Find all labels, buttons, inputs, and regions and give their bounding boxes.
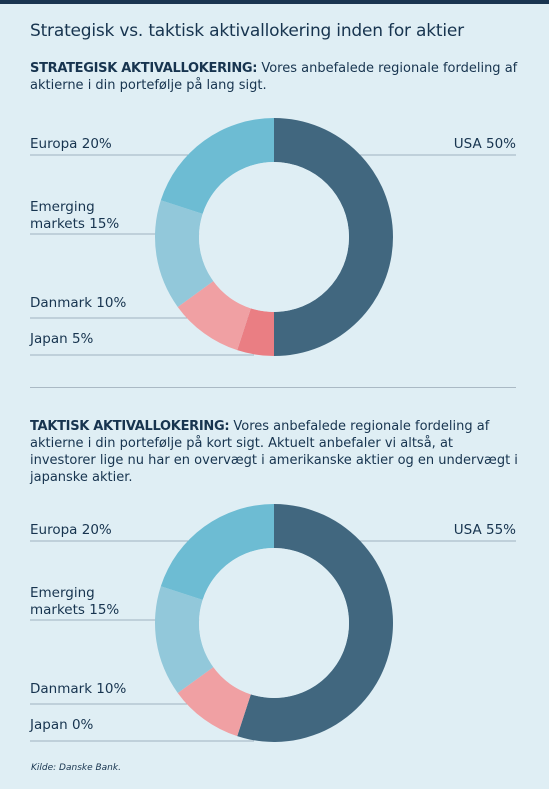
tactical-text: Vores anbefalede regionale fordeling af … (30, 419, 518, 485)
label-japan: Japan 5% (30, 331, 94, 347)
slice-danmark (177, 667, 251, 737)
slice-usa (274, 118, 393, 356)
strategic-intro: STRATEGISK AKTIVALLOKERING: Vores anbefa… (30, 60, 520, 94)
label-emerging-markets: Emerging markets 15% (30, 585, 120, 618)
label-europa: Europa 20% (30, 136, 112, 152)
strategic-donut-chart: USA 50% Japan 5% Danmark 10% Emerging market… (0, 107, 549, 367)
slice-danmark (177, 281, 251, 351)
top-border (0, 0, 549, 4)
label-europa: Europa 20% (30, 522, 112, 538)
donut-hole (199, 548, 349, 698)
label-usa: USA 50% (453, 136, 516, 152)
label-japan: Japan 0% (30, 717, 94, 733)
page-title: Strategisk vs. taktisk aktivallokering i… (30, 21, 464, 41)
label-danmark: Danmark 10% (30, 681, 127, 697)
label-usa: USA 55% (453, 522, 516, 538)
tactical-donut-chart: USA 55% Japan 0% Danmark 10% Emerging market… (0, 493, 549, 753)
tactical-intro: TAKTISK AKTIVALLOKERING: Vores anbefaled… (30, 418, 520, 486)
slice-usa (237, 504, 394, 742)
label-emerging-markets: Emerging markets 15% (30, 199, 120, 232)
bottom-border (0, 789, 549, 793)
label-danmark: Danmark 10% (30, 295, 127, 311)
donut-svg (30, 504, 516, 742)
slice-emerging-markets (155, 200, 214, 307)
slice-europa (160, 118, 274, 214)
source-note: Kilde: Danske Bank. (31, 763, 121, 773)
tactical-heading: TAKTISK AKTIVALLOKERING: (30, 419, 230, 434)
slice-europa (160, 504, 274, 600)
donut-svg (30, 118, 516, 356)
slice-japan (237, 308, 274, 356)
strategic-heading: STRATEGISK AKTIVALLOKERING: (30, 61, 258, 76)
strategic-text: Vores anbefalede regionale fordeling af … (30, 61, 518, 93)
slice-emerging-markets (155, 586, 214, 693)
donut-hole (199, 162, 349, 312)
section-divider (30, 387, 516, 388)
